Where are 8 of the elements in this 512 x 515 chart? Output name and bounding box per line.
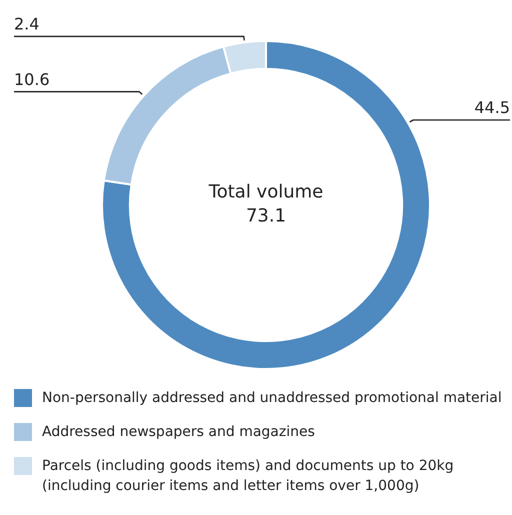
data-label: 44.5 <box>474 98 510 118</box>
text: Total volume <box>208 182 324 203</box>
data-label: 10.6 <box>14 70 50 89</box>
legend-label: Non-personally addressed and unaddressed promotional material <box>42 389 502 408</box>
legend-label: Parcels (including goods items) and documents up to 20kg (including courier items and letter items over 1,000g) <box>42 457 455 496</box>
text: 73.1 <box>246 206 286 227</box>
legend-label: Addressed newspapers and magazines <box>42 423 315 442</box>
data-label: 2.4 <box>14 14 40 34</box>
